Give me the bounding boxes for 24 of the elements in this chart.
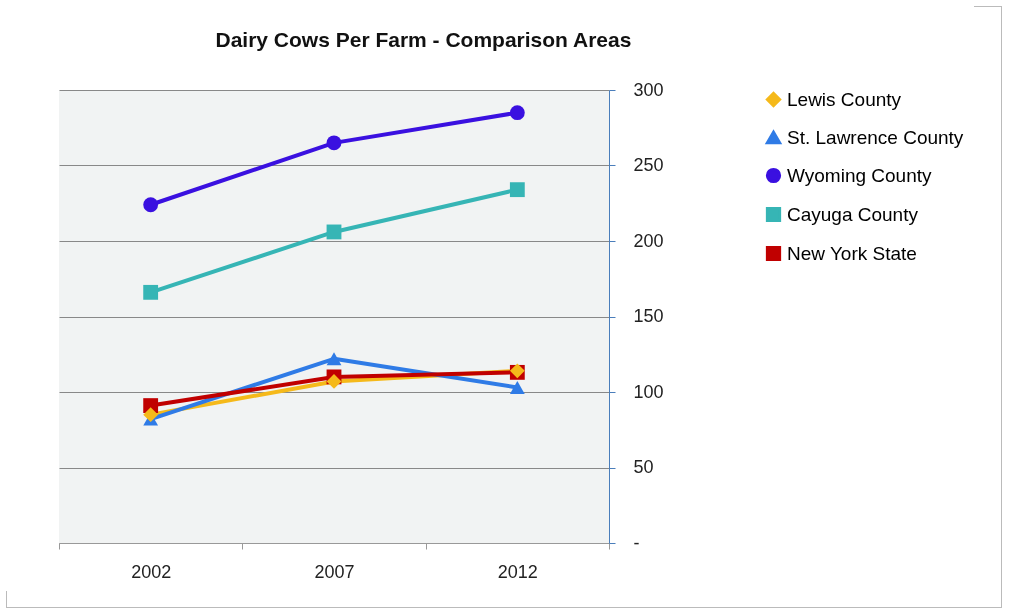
y-tick-label: 100 [633, 381, 664, 402]
point [143, 407, 159, 423]
y-tick-label: - [633, 532, 640, 553]
x-tick-label: 2007 [314, 561, 355, 582]
legend-label: Lewis County [787, 88, 902, 110]
legend-label: St. Lawrence County [787, 126, 964, 148]
point [326, 135, 342, 151]
point [509, 182, 525, 198]
y-tick-label: 250 [633, 155, 664, 175]
legend-label: Wyoming County [787, 164, 932, 186]
point [509, 381, 525, 394]
point [143, 197, 159, 213]
y-tick-label: 150 [633, 306, 664, 326]
point [509, 105, 525, 121]
y-tick-label: 300 [633, 79, 664, 100]
x-tick-label: 2002 [131, 561, 172, 582]
y-tick-label: 200 [633, 230, 664, 251]
point [143, 284, 159, 300]
y-tick-label: 50 [633, 457, 654, 477]
legend-label: New York State [787, 242, 917, 264]
legend-label: Cayuga County [787, 203, 919, 225]
x-tick-label: 2012 [497, 561, 538, 582]
point [326, 352, 342, 366]
chart-title: Dairy Cows Per Farm - Comparison Areas [215, 28, 632, 51]
